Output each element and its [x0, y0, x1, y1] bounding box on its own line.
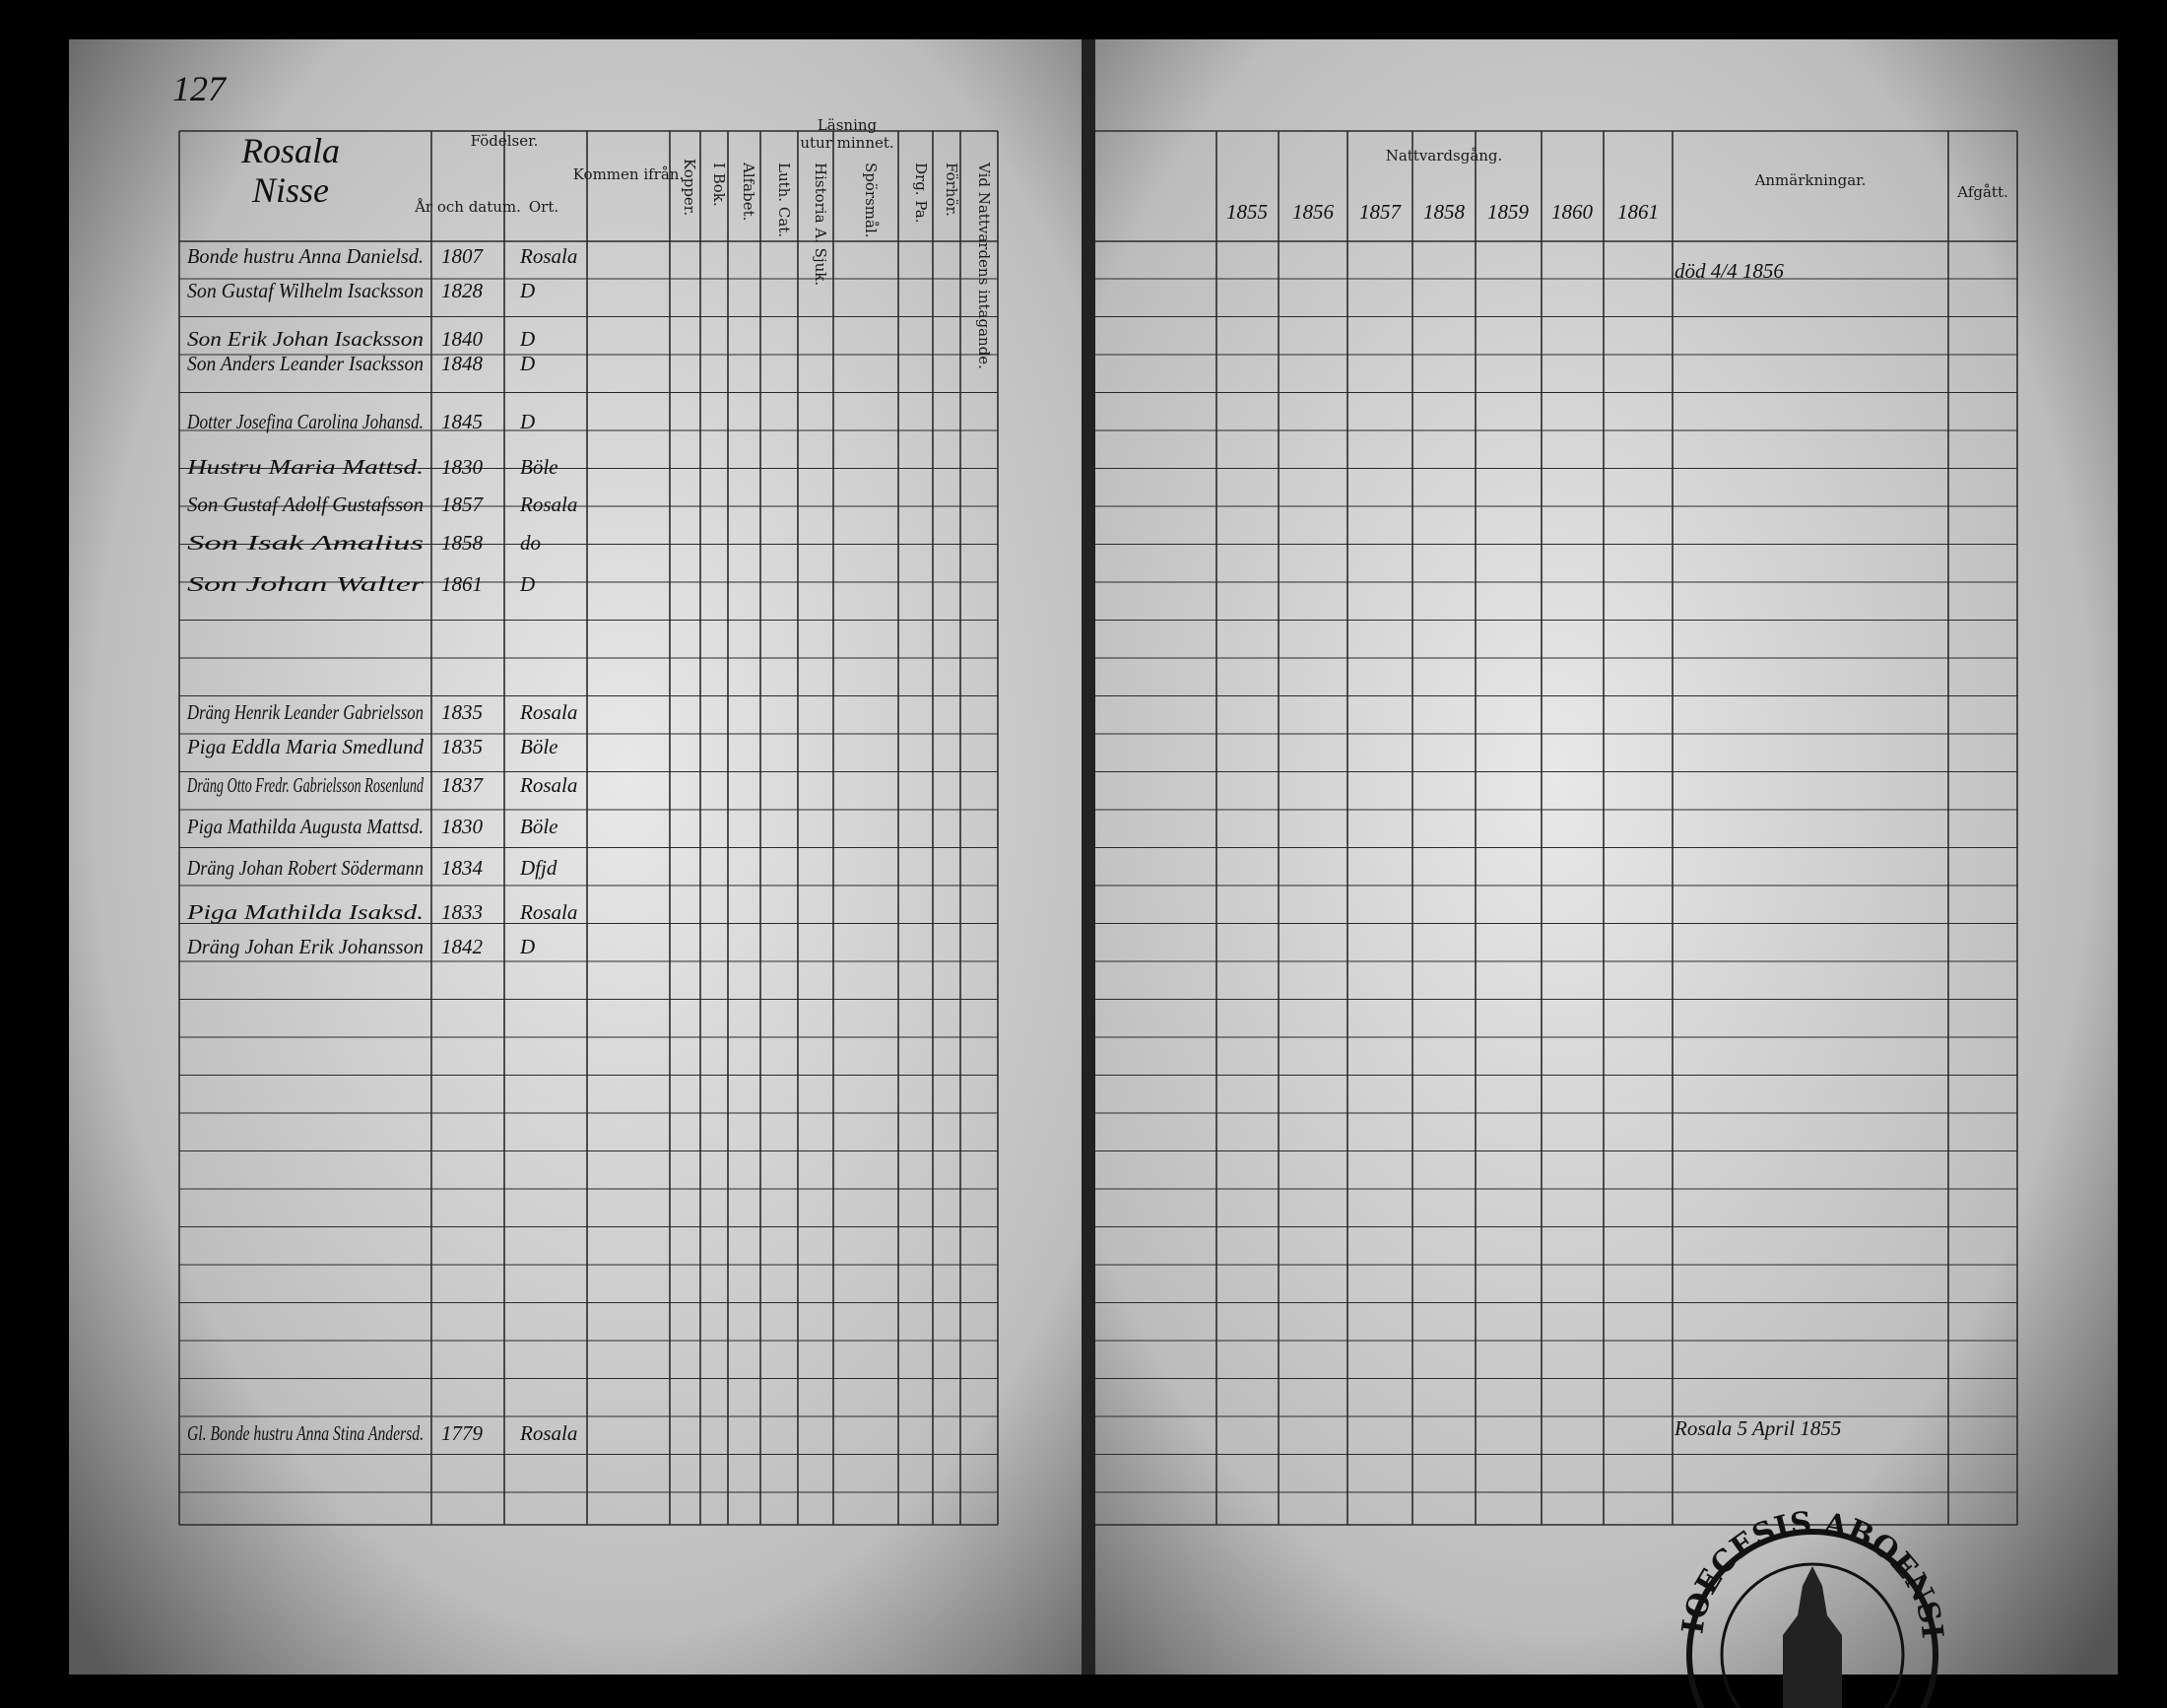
person-name: Piga Eddla Maria Smedlund	[186, 735, 424, 758]
years: 1855 1856 1857 1858 1859 1860 1861	[1226, 200, 1659, 224]
sub-header: Alfabet.	[740, 162, 757, 221]
birth-year: 1833	[441, 900, 483, 924]
year: 1860	[1551, 200, 1594, 224]
birth-place: Rosala	[519, 700, 577, 724]
year: 1856	[1292, 200, 1335, 224]
birth-year: 1834	[441, 856, 484, 880]
sub-header: I Bok.	[710, 163, 728, 207]
birth-place: Rosala	[519, 493, 577, 516]
birth-year: 1830	[441, 455, 484, 479]
header: Kommen ifrån.	[573, 165, 684, 183]
birth-place: D	[519, 327, 535, 351]
left-page	[69, 39, 1084, 1675]
right-page	[1093, 39, 2118, 1675]
sub-header: Spörsmål.	[862, 163, 880, 238]
note: död 4/4 1856	[1674, 259, 1784, 283]
person-name: Son Isak Amalius	[187, 531, 424, 555]
birth-place: Böle	[520, 735, 558, 758]
birth-place: Dfjd	[519, 856, 558, 880]
birth-year: 1858	[441, 531, 484, 555]
note: Rosala 5 April 1855	[1674, 1416, 1841, 1440]
person-name: Dotter Josefina Carolina Johansd.	[186, 410, 424, 433]
birth-place: D	[519, 572, 535, 596]
birth-year: 1857	[441, 493, 485, 516]
year: 1861	[1617, 200, 1659, 224]
birth-year: 1861	[441, 572, 483, 596]
header: Kopper.	[681, 159, 698, 216]
birth-place: D	[519, 935, 535, 958]
person-name: Gl. Bonde hustru Anna Stina Andersd.	[187, 1421, 424, 1445]
birth-year: 1842	[441, 935, 484, 958]
header: Läsning	[818, 116, 878, 134]
page-number: 127	[172, 69, 228, 108]
year: 1858	[1423, 200, 1466, 224]
person-name: Son Gustaf Adolf Gustafsson	[187, 493, 424, 516]
sub-header: Historia A. Sjuk.	[812, 163, 829, 286]
header: År och datum.	[414, 198, 521, 216]
person-name: Bonde hustru Anna Danielsd.	[187, 244, 424, 268]
birth-year: 1779	[441, 1421, 484, 1445]
birth-year: 1835	[441, 700, 483, 724]
birth-year: 1840	[441, 327, 484, 351]
birth-place: Rosala	[519, 244, 577, 268]
header: utur minnet.	[800, 134, 893, 152]
header: Ort.	[529, 198, 558, 216]
birth-year: 1835	[441, 735, 483, 758]
birth-place: D	[519, 410, 535, 433]
birth-year: 1837	[441, 773, 485, 797]
header: Afgått.	[1956, 183, 2008, 201]
birth-place: Rosala	[519, 773, 577, 797]
person-name: Dräng Henrik Leander Gabrielsson	[186, 700, 424, 724]
rows: Bonde hustru Anna Danielsd. 1807 Rosala Son…	[186, 244, 578, 1445]
ruling	[178, 130, 2018, 1526]
birth-year: 1845	[441, 410, 483, 433]
person-name: Dräng Johan Robert Södermann	[186, 856, 424, 880]
birth-place: do	[520, 531, 541, 555]
sub-headers: I Bok. Alfabet. Luth. Cat. Historia A. Sjuk…	[710, 162, 993, 369]
header: Anmärkningar.	[1754, 171, 1867, 189]
birth-place: D	[519, 279, 535, 302]
village: Nisse	[251, 170, 329, 210]
birth-place: Rosala	[519, 900, 577, 924]
birth-year: 1830	[441, 815, 484, 838]
person-name: Hustru Maria Mattsd.	[186, 455, 424, 479]
person-name: Son Anders Leander Isacksson	[187, 352, 424, 375]
parish: Rosala	[240, 131, 340, 170]
spine	[1082, 39, 1095, 1675]
header: Födelser.	[471, 132, 539, 150]
birth-year: 1828	[441, 279, 484, 302]
birth-place: Böle	[520, 455, 558, 479]
person-name: Son Erik Johan Isacksson	[187, 327, 424, 351]
birth-place: Rosala	[519, 1421, 577, 1445]
sub-header: Drg. Pa.	[912, 163, 930, 223]
person-name: Piga Mathilda Augusta Mattsd.	[186, 815, 424, 838]
year: 1855	[1226, 200, 1268, 224]
birth-year: 1848	[441, 352, 484, 375]
sub-header: Förhör.	[943, 163, 960, 217]
year: 1859	[1487, 200, 1530, 224]
person-name: Dräng Johan Erik Johansson	[186, 935, 424, 958]
birth-place: Böle	[520, 815, 558, 838]
person-name: Dräng Otto Fredr. Gabrielsson Rosenlund	[186, 773, 424, 797]
sub-header: Vid Nattvardens intagande.	[975, 162, 993, 369]
person-name: Piga Mathilda Isaksd.	[186, 900, 424, 924]
birth-year: 1807	[441, 244, 485, 268]
person-name: Son Johan Walter	[187, 572, 425, 596]
birth-place: D	[519, 352, 535, 375]
person-name: Son Gustaf Wilhelm Isacksson	[187, 279, 424, 302]
header: Nattvardsgång.	[1386, 147, 1503, 164]
year: 1857	[1359, 200, 1403, 224]
sub-header: Luth. Cat.	[775, 163, 793, 237]
